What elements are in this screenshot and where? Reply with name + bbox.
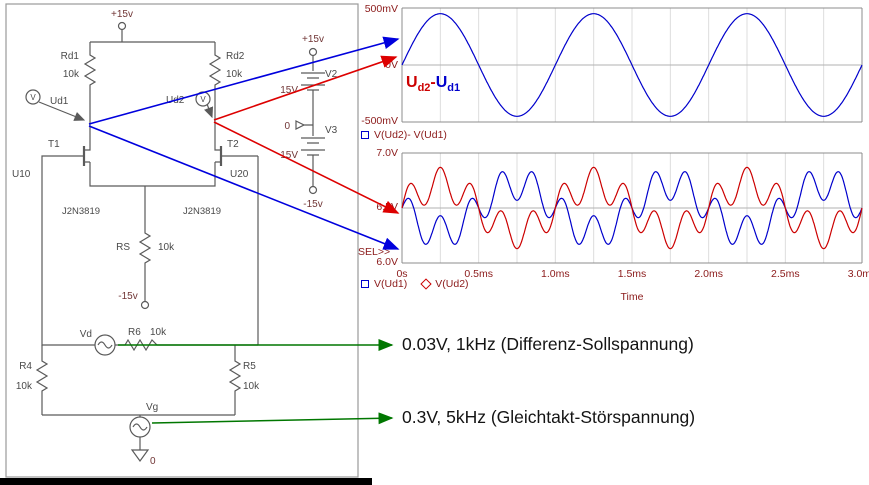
plot-top-canvas	[401, 7, 863, 123]
label-r4-value: 10k	[16, 381, 33, 392]
label-vcc-top: +15v	[111, 9, 133, 20]
xtick-3ms: 3.0ms	[847, 268, 869, 280]
zero-node-marker	[295, 120, 313, 130]
label-psu-vee: -15v	[303, 199, 322, 210]
label-t2: T2	[227, 139, 239, 150]
label-r5: R5	[243, 361, 256, 372]
plot-bottom-legend: V(Ud1) V(Ud2)	[361, 278, 469, 290]
plot-top-legend: V(Ud2)- V(Ud1)	[361, 129, 447, 141]
xtick-2p5ms: 2.5ms	[771, 268, 800, 280]
diff-voltage-label: Ud2-Ud1	[406, 74, 460, 94]
label-r6-value: 10k	[150, 327, 167, 338]
label-r5-value: 10k	[243, 381, 260, 392]
circuit-schematic: +15v Rd1 10k Rd2 10k V V Ud1 Ud2 T1 T2 U…	[5, 3, 359, 478]
label-r6: R6	[128, 327, 141, 338]
label-u20: U20	[230, 169, 249, 180]
plot-bottom-canvas	[401, 152, 863, 264]
annotation-commonmode: 0.3V, 5kHz (Gleichtakt-Störspannung)	[402, 407, 696, 427]
label-vd: Vd	[80, 329, 92, 340]
bottom-black-bar	[0, 478, 372, 485]
diff-label-ud2: Ud2-	[406, 74, 436, 95]
ytick-bot-7v: 7.0V	[376, 147, 398, 159]
ytick-top-500mv: 500mV	[364, 3, 398, 15]
resistor-rd1	[83, 52, 97, 88]
label-rd2: Rd2	[226, 51, 245, 62]
probe2-v: V	[200, 95, 206, 104]
legend-square-icon	[361, 280, 369, 288]
label-t1-model: J2N3819	[62, 206, 100, 217]
label-rs-value: 10k	[158, 242, 175, 253]
label-v3-value: 15V	[280, 150, 298, 161]
xtick-0p5ms: 0.5ms	[464, 268, 493, 280]
resistor-r4	[35, 358, 49, 394]
resistor-r5	[228, 358, 242, 394]
plot-top-legend-text: V(Ud2)- V(Ud1)	[374, 129, 447, 141]
resistor-rd2	[208, 52, 222, 88]
label-rd1-value: 10k	[63, 69, 80, 80]
label-ud2: Ud2	[166, 95, 185, 106]
label-rd2-value: 10k	[226, 69, 243, 80]
ground-symbol	[130, 449, 150, 463]
xtick-0s: 0s	[396, 268, 408, 280]
schematic-border	[5, 3, 359, 478]
label-ud1: Ud1	[50, 96, 69, 107]
trace-V(Ud2)-V(Ud1)	[401, 13, 863, 117]
battery-v2	[301, 72, 325, 91]
label-rs: RS	[116, 242, 130, 253]
label-u10: U10	[12, 169, 31, 180]
legend-vud2: V(Ud2)	[435, 278, 469, 290]
resistor-r6	[122, 338, 162, 352]
ytick-top-n500mv: -500mV	[361, 115, 398, 127]
plot-bottom: 7.0V 6.5V SEL>> 6.0V 0s 0.5ms 1.0ms 1.5m…	[358, 147, 869, 315]
ytick-bot-6p5v: 6.5V	[376, 201, 398, 213]
xtick-1p5ms: 1.5ms	[617, 268, 647, 280]
label-rd1: Rd1	[61, 51, 80, 62]
legend-vud1: V(Ud1)	[374, 278, 408, 290]
xtick-2ms: 2.0ms	[694, 268, 723, 280]
probe1-v: V	[30, 93, 36, 102]
xtick-1ms: 1.0ms	[541, 268, 570, 280]
jfet-t1	[70, 142, 91, 178]
diff-label-ud1: Ud1	[435, 74, 461, 95]
label-v2: V2	[325, 69, 338, 80]
label-t2-model: J2N3819	[183, 206, 221, 217]
voltage-probe-icon	[25, 89, 41, 105]
resistor-rs	[138, 230, 152, 266]
ytick-top-0v: 0V	[385, 59, 398, 71]
label-gnd0: 0	[150, 456, 156, 467]
label-vee: -15v	[118, 291, 137, 302]
plot-top: 500mV 0V -500mV Ud2-Ud1 V(Ud2)- V(Ud1)	[358, 0, 869, 147]
label-t1: T1	[48, 139, 60, 150]
legend-diamond-icon	[420, 278, 432, 290]
battery-v3	[301, 137, 325, 156]
label-psu-vcc: +15v	[302, 34, 324, 45]
label-v3: V3	[325, 125, 338, 136]
legend-square-icon	[361, 131, 369, 139]
label-v2-value: 15V	[280, 85, 298, 96]
label-vg: Vg	[146, 402, 158, 413]
annotation-differential: 0.03V, 1kHz (Differenz-Sollspannung)	[402, 334, 694, 354]
x-axis-title: Time	[620, 291, 644, 303]
label-r4: R4	[19, 361, 32, 372]
ytick-bot-6v: 6.0V	[376, 256, 398, 268]
label-psu-zero: 0	[284, 121, 290, 132]
trace-V(Ud2)	[401, 166, 863, 250]
